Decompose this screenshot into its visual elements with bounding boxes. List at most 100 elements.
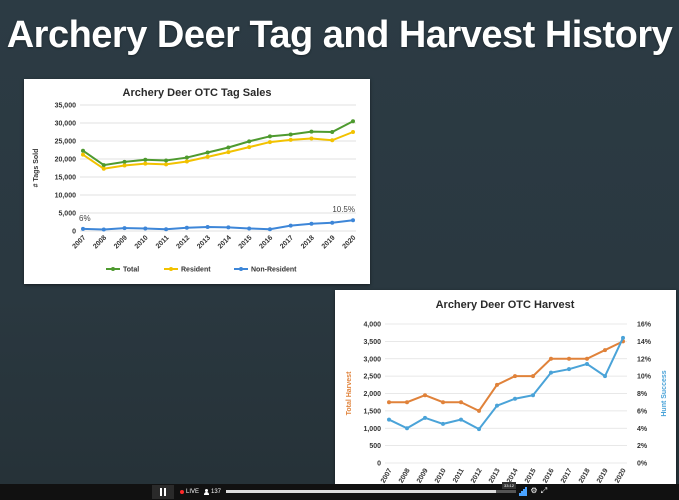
progress-scrubber[interactable]: 33:12	[226, 482, 517, 493]
data-point	[441, 421, 445, 426]
annotation-label: 10.5%	[332, 205, 355, 214]
data-point	[330, 130, 335, 134]
data-point	[351, 218, 355, 223]
y-tick-label: 2,000	[363, 391, 381, 398]
series-line	[82, 120, 354, 167]
legend-label: Resident	[181, 267, 211, 274]
time-tooltip: 33:12	[502, 482, 517, 489]
x-tick-label: 2013	[488, 467, 502, 484]
y2-tick-label: 2%	[637, 443, 648, 450]
data-point	[247, 139, 252, 144]
data-point	[567, 367, 571, 372]
y-tick-label: 2,500	[363, 374, 381, 381]
fullscreen-icon[interactable]: ⤢	[540, 486, 548, 495]
series-line	[388, 337, 624, 431]
data-point	[309, 129, 314, 134]
pause-icon-bar	[164, 488, 166, 496]
gear-icon[interactable]: ⚙	[530, 486, 538, 495]
data-point	[226, 150, 231, 155]
y2-tick-label: 12%	[637, 356, 652, 363]
viewer-count-value: 137	[211, 489, 222, 495]
x-tick-label: 2017	[560, 467, 574, 484]
data-point	[267, 227, 272, 232]
data-point	[184, 225, 189, 230]
data-point	[309, 221, 314, 226]
data-point	[531, 374, 535, 379]
viewer-icon	[204, 489, 209, 495]
data-point	[387, 417, 391, 422]
data-point	[122, 226, 127, 231]
series-line	[82, 131, 354, 170]
data-point	[330, 220, 335, 225]
x-tick-label: 2012	[175, 234, 191, 250]
y-tick-label: 25,000	[55, 139, 77, 146]
y2-tick-label: 4%	[637, 426, 648, 433]
data-point	[122, 163, 127, 168]
y-tick-label: 15,000	[55, 175, 77, 182]
y-tick-label: 0	[72, 229, 76, 236]
data-point	[267, 140, 272, 145]
data-point	[164, 162, 169, 167]
tag-sales-chart-svg: Archery Deer OTC Tag Sales 0 5,000 10,000 15…	[33, 87, 357, 274]
data-point	[585, 356, 589, 361]
data-point	[351, 130, 355, 134]
x-tick-label: 2014	[217, 234, 233, 250]
x-tick-label: 2010	[434, 467, 448, 484]
live-badge: LIVE	[180, 487, 199, 497]
data-point	[184, 155, 189, 160]
y2-axis-label: Hunt Success	[661, 370, 668, 416]
data-point	[81, 152, 85, 157]
y-axis-label: # Tags Sold	[33, 149, 40, 188]
chart-title: Archery Deer OTC Harvest	[436, 299, 575, 311]
video-player-bar: LIVE 137 33:12 ⚙ ⤢	[0, 482, 679, 500]
data-point	[101, 166, 106, 171]
y-tick-label: 3,500	[363, 339, 381, 346]
data-point	[143, 161, 148, 166]
y-tick-label: 35,000	[55, 103, 77, 110]
data-point	[603, 374, 607, 379]
pause-button[interactable]	[152, 485, 174, 499]
x-tick-label: 2015	[524, 467, 538, 484]
y-tick-label: 20,000	[55, 157, 77, 164]
data-point	[459, 400, 463, 405]
harvest-chart-svg: Archery Deer OTC Harvest 0 500 1,000 1,500 2,…	[346, 299, 668, 484]
data-point	[621, 335, 625, 340]
data-point	[205, 150, 210, 155]
y-tick-label: 4,000	[363, 322, 381, 329]
data-point	[603, 348, 607, 353]
progress-fill	[226, 490, 496, 493]
y-tick-label: 1,000	[363, 426, 381, 433]
signal-icon[interactable]	[519, 487, 527, 496]
y-tick-label: 10,000	[55, 193, 77, 200]
legend-swatch-dot	[111, 267, 115, 271]
x-tick-label: 2012	[470, 467, 484, 484]
data-point	[226, 145, 231, 150]
data-point	[423, 393, 427, 398]
y2-tick-label: 0%	[637, 461, 648, 468]
legend-swatch-dot	[239, 267, 243, 271]
data-point	[205, 154, 210, 159]
x-tick-label: 2010	[134, 234, 150, 250]
live-dot-icon	[180, 490, 184, 494]
data-point	[405, 400, 409, 405]
x-tick-label: 2009	[416, 467, 430, 484]
x-tick-label: 2018	[578, 467, 592, 484]
data-point	[441, 400, 445, 405]
data-point	[477, 408, 481, 413]
data-point	[549, 356, 553, 361]
data-point	[164, 158, 169, 163]
legend-label: Total	[123, 267, 139, 274]
x-tick-label: 2011	[155, 234, 171, 250]
x-tick-label: 2017	[279, 234, 295, 250]
data-point	[549, 370, 553, 375]
data-point	[330, 138, 335, 143]
legend-swatch-dot	[169, 267, 173, 271]
series-line	[82, 219, 354, 231]
data-point	[101, 227, 106, 232]
data-point	[247, 226, 252, 231]
data-point	[247, 145, 252, 150]
y-tick-label: 5,000	[58, 211, 76, 218]
x-tick-label: 2019	[596, 467, 610, 484]
data-point	[226, 225, 231, 230]
data-point	[585, 361, 589, 366]
